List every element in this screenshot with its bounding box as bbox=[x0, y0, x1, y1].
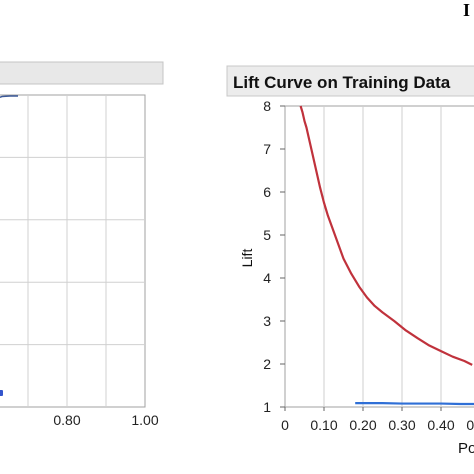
right-x-tick-label: 0.30 bbox=[388, 417, 415, 433]
left-edge-marker bbox=[0, 390, 3, 396]
right-x-axis-label: Po bbox=[458, 440, 474, 457]
left-series bbox=[0, 95, 18, 99]
right-y-tick-label: 3 bbox=[263, 313, 271, 329]
right-x-tick-label: 0.10 bbox=[310, 417, 337, 433]
right-y-tick-label: 1 bbox=[263, 399, 271, 415]
left-x-tick-label: 0.80 bbox=[53, 412, 80, 428]
right-chart-title: Lift Curve on Training Data bbox=[233, 73, 451, 92]
left-chart: 0.80 1.00 bbox=[0, 61, 164, 428]
right-x-tick-label: 0.40 bbox=[427, 417, 454, 433]
right-y-axis-label: Lift bbox=[239, 249, 255, 268]
right-y-tick-label: 5 bbox=[263, 227, 271, 243]
right-chart: Lift Curve on Training Data 1 2 3 4 5 6 7 8 0 0.… bbox=[226, 65, 474, 457]
right-plot-frame bbox=[284, 105, 474, 408]
right-y-tick-label: 4 bbox=[263, 270, 271, 286]
right-x-tick-label: 0.20 bbox=[349, 417, 376, 433]
right-x-tick-label: 0 bbox=[281, 417, 289, 433]
right-title-bar bbox=[226, 65, 474, 97]
left-curve bbox=[0, 95, 18, 99]
baseline-curve bbox=[355, 402, 474, 406]
corner-text: I bbox=[463, 0, 471, 20]
right-x-tick-label: 0.50 bbox=[466, 417, 474, 433]
left-x-ticks: 0.80 1.00 bbox=[53, 412, 158, 428]
right-y-tick-label: 2 bbox=[263, 356, 271, 372]
right-y-tick-label: 6 bbox=[263, 184, 271, 200]
left-title-bar bbox=[0, 61, 164, 85]
left-plot-frame bbox=[0, 94, 146, 408]
left-gridlines bbox=[0, 95, 145, 407]
right-y-ticks: 1 2 3 4 5 6 7 8 bbox=[263, 98, 285, 415]
right-series bbox=[299, 105, 474, 406]
right-y-tick-label: 7 bbox=[263, 141, 271, 157]
lift-curve bbox=[299, 105, 473, 366]
right-x-ticks: 0 0.10 0.20 0.30 0.40 0.50 bbox=[281, 407, 474, 433]
right-gridlines bbox=[323, 106, 442, 407]
left-x-tick-label: 1.00 bbox=[131, 412, 158, 428]
right-y-tick-label: 8 bbox=[263, 98, 271, 114]
